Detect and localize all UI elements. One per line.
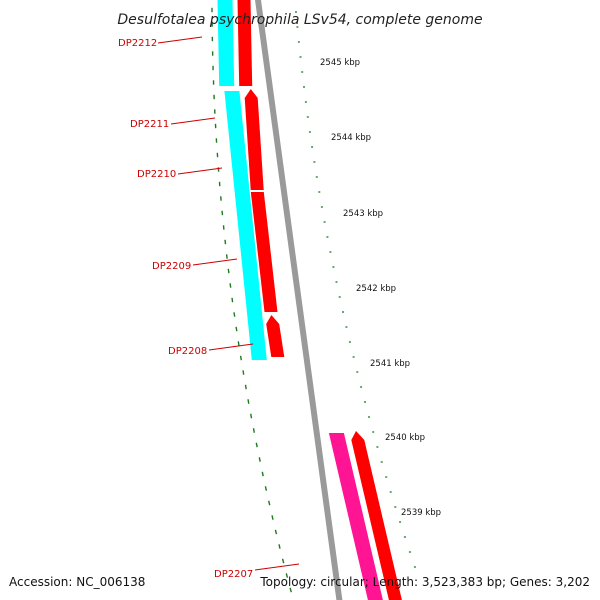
gene-leader-line [208, 343, 254, 351]
gene-leader-line [192, 258, 238, 266]
inner-tick [242, 370, 245, 375]
inner-tick [233, 312, 236, 317]
gene-leader-line [177, 167, 223, 175]
inner-tick [225, 254, 228, 259]
gene-tracks [217, 0, 402, 600]
gene-forward-mid-bar [250, 192, 278, 312]
inner-tick [258, 457, 261, 462]
inner-tick [285, 573, 289, 578]
gene-dp2211-dp2209-bar [224, 91, 267, 360]
inner-tick [244, 384, 247, 390]
inner-tick [247, 399, 250, 404]
inner-tick [271, 515, 274, 520]
kbp-label-2539: 2539 kbp [401, 508, 441, 518]
gene-label-dp2210: DP2210 [137, 169, 176, 180]
gene-label-dp2209: DP2209 [152, 261, 191, 272]
inner-tick [268, 500, 271, 506]
kbp-label-2544: 2544 kbp [331, 133, 371, 143]
inner-tick [227, 268, 230, 274]
inner-tick [255, 442, 258, 448]
gene-dp2207-bar [328, 433, 383, 600]
gene-leader-line [170, 117, 216, 125]
inner-tick [274, 529, 278, 535]
inner-tick [250, 413, 253, 419]
inner-tick [235, 326, 238, 332]
inner-tick [264, 486, 268, 491]
kbp-label-2545: 2545 kbp [320, 58, 360, 68]
gene-leader-line [157, 36, 203, 44]
inner-tick [237, 341, 240, 346]
kbp-labels: 2545 kbp 2544 kbp 2543 kbp 2542 kbp 2541… [320, 58, 441, 518]
inner-tick [261, 471, 264, 477]
map-title: Desulfotalea psychrophila LSv54, complet… [117, 12, 482, 28]
inner-tick [289, 587, 292, 593]
gene-forward-arrow [266, 315, 285, 357]
inner-tick [229, 283, 232, 288]
inner-tick [239, 355, 242, 361]
scale-ticks [211, 7, 416, 593]
gene-forward-arrow [244, 89, 264, 190]
gene-label-dp2208: DP2208 [168, 346, 207, 357]
accession-text: Accession: NC_006138 [9, 575, 145, 589]
inner-tick [231, 297, 234, 303]
gene-label-dp2207: DP2207 [214, 569, 253, 580]
gene-leader-line [254, 563, 300, 571]
genome-summary-text: Topology: circular; Length: 3,523,383 bp… [259, 575, 590, 589]
inner-tick [221, 210, 224, 216]
gene-forward-bottom-arrow [351, 431, 402, 600]
kbp-label-2540: 2540 kbp [385, 433, 425, 443]
inner-tick [281, 558, 285, 564]
inner-tick [252, 428, 255, 433]
gene-dp2212-bar [217, 0, 235, 86]
gene-label-dp2211: DP2211 [130, 119, 169, 130]
backbone-track [255, 0, 343, 600]
gene-label-dp2212: DP2212 [118, 38, 157, 49]
inner-tick [278, 544, 281, 549]
kbp-label-2541: 2541 kbp [370, 359, 410, 369]
kbp-label-2543: 2543 kbp [343, 209, 383, 219]
gene-forward-top-bar [237, 0, 253, 86]
kbp-label-2542: 2542 kbp [356, 284, 396, 294]
inner-tick [224, 239, 227, 245]
gene-labels: DP2212 DP2211 DP2210 DP2209 DP2208 DP220… [118, 36, 300, 580]
